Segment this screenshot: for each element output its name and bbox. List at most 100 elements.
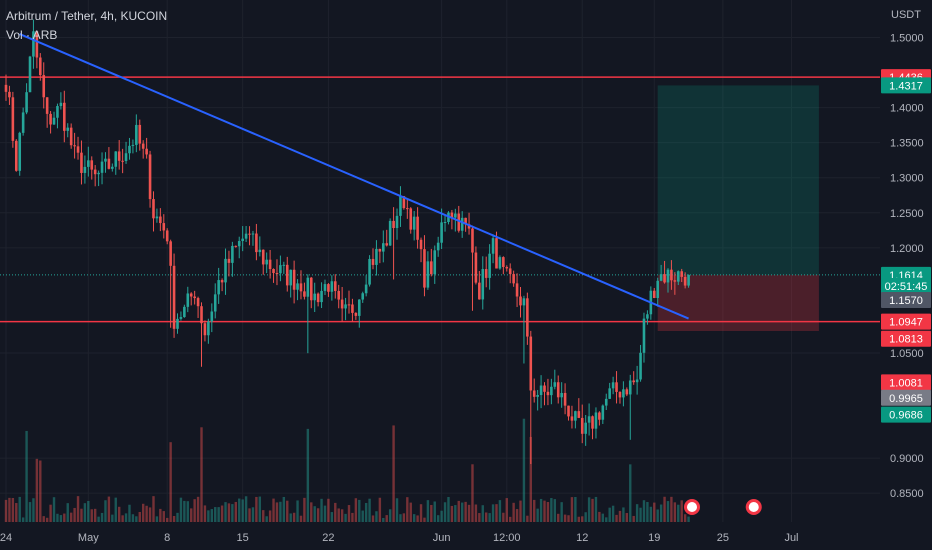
candle-body bbox=[406, 208, 409, 210]
candle-body bbox=[440, 222, 443, 243]
candle-body bbox=[76, 146, 80, 153]
volume-bar bbox=[275, 502, 279, 522]
price-tag bbox=[881, 292, 931, 309]
volume-bar bbox=[217, 507, 220, 522]
candle-body bbox=[443, 222, 447, 224]
volume-bar bbox=[666, 501, 670, 522]
volume-bar bbox=[172, 515, 176, 522]
volume-bar bbox=[502, 512, 505, 522]
volume-bar bbox=[224, 502, 227, 522]
candle-body bbox=[258, 249, 262, 253]
volume-bar bbox=[162, 511, 165, 522]
volume-bar bbox=[131, 514, 135, 522]
candle-body bbox=[323, 284, 327, 291]
price-tag-label: 1.0813 bbox=[889, 334, 923, 346]
candle-body bbox=[433, 250, 437, 275]
candle-body bbox=[532, 390, 536, 397]
volume-bar bbox=[104, 500, 107, 522]
y-tick-label: 0.9000 bbox=[890, 453, 924, 465]
volume-bar bbox=[241, 499, 244, 522]
volume-bar bbox=[35, 458, 39, 522]
candle-body bbox=[519, 296, 522, 306]
volume-bar bbox=[76, 496, 80, 522]
candle-body bbox=[59, 102, 63, 107]
candle-body bbox=[320, 290, 323, 303]
candle-body bbox=[131, 144, 135, 146]
volume-bar bbox=[673, 502, 677, 522]
candle-body bbox=[169, 241, 172, 266]
candle-body bbox=[73, 145, 76, 147]
volume-bar bbox=[495, 504, 498, 522]
candle-body bbox=[580, 417, 584, 434]
candle-body bbox=[337, 290, 341, 300]
volume-bar bbox=[378, 497, 382, 522]
price-tag bbox=[881, 278, 931, 295]
volume-bar bbox=[292, 512, 296, 522]
volume-bar bbox=[382, 517, 385, 522]
volume-bar bbox=[512, 502, 515, 522]
volume-bar bbox=[629, 464, 632, 522]
candle-body bbox=[436, 242, 440, 251]
candle-body bbox=[430, 261, 433, 275]
volume-bar bbox=[423, 517, 426, 522]
candle-body bbox=[399, 196, 402, 216]
candle-body bbox=[639, 352, 642, 380]
candle-body bbox=[155, 216, 159, 219]
candle-body bbox=[577, 411, 581, 418]
volume-bar bbox=[340, 509, 344, 522]
volume-bar bbox=[563, 514, 567, 522]
x-tick-label: 15 bbox=[237, 532, 249, 544]
volume-bar bbox=[179, 497, 183, 522]
volume-bar bbox=[66, 503, 69, 522]
candle-body bbox=[591, 416, 594, 429]
candle-body bbox=[395, 215, 399, 229]
volume-bar bbox=[618, 510, 622, 522]
volume-bar bbox=[90, 509, 93, 522]
volume-bar bbox=[608, 507, 611, 522]
candle-body bbox=[18, 132, 22, 171]
candle-body bbox=[450, 212, 454, 218]
volume-bar bbox=[207, 510, 210, 522]
candle-body bbox=[8, 91, 11, 98]
volume-bar bbox=[49, 504, 52, 522]
candle-body bbox=[128, 145, 131, 154]
volume-bar bbox=[117, 506, 121, 522]
price-tag-label: 02:51:45 bbox=[885, 281, 928, 293]
candle-body bbox=[114, 151, 118, 167]
candle-body bbox=[416, 216, 419, 240]
volume-bar bbox=[142, 503, 145, 522]
x-tick-label: 12:00 bbox=[493, 532, 521, 544]
candle-body bbox=[481, 269, 485, 300]
price-tag-label: 0.9686 bbox=[889, 410, 923, 422]
volume-bar bbox=[577, 516, 581, 522]
volume-bar bbox=[546, 502, 550, 522]
candle-body bbox=[200, 306, 203, 324]
volume-bar bbox=[642, 500, 646, 522]
volume-bar bbox=[121, 515, 124, 522]
candle-body bbox=[546, 391, 550, 396]
candle-body bbox=[556, 382, 560, 398]
candle-body bbox=[632, 380, 635, 383]
candle-body bbox=[340, 299, 344, 309]
volume-bar bbox=[526, 515, 529, 522]
candle-body bbox=[282, 264, 286, 266]
volume-bar bbox=[454, 505, 457, 522]
price-tag bbox=[881, 77, 931, 94]
candle-body bbox=[141, 143, 145, 149]
price-tag bbox=[881, 313, 931, 330]
volume-bar bbox=[601, 513, 605, 522]
volume-bar bbox=[128, 504, 131, 522]
candle-body bbox=[159, 216, 162, 224]
volume-bar bbox=[262, 510, 265, 522]
volume-bar bbox=[299, 515, 303, 522]
x-tick-label: 24 bbox=[0, 532, 12, 544]
y-tick-label: 1.3000 bbox=[890, 173, 924, 185]
candle-body bbox=[148, 154, 152, 200]
candle-body bbox=[207, 321, 210, 336]
candle-body bbox=[347, 304, 351, 306]
volume-bar bbox=[560, 502, 563, 522]
volume-bar bbox=[83, 503, 87, 522]
candle-body bbox=[423, 249, 426, 288]
